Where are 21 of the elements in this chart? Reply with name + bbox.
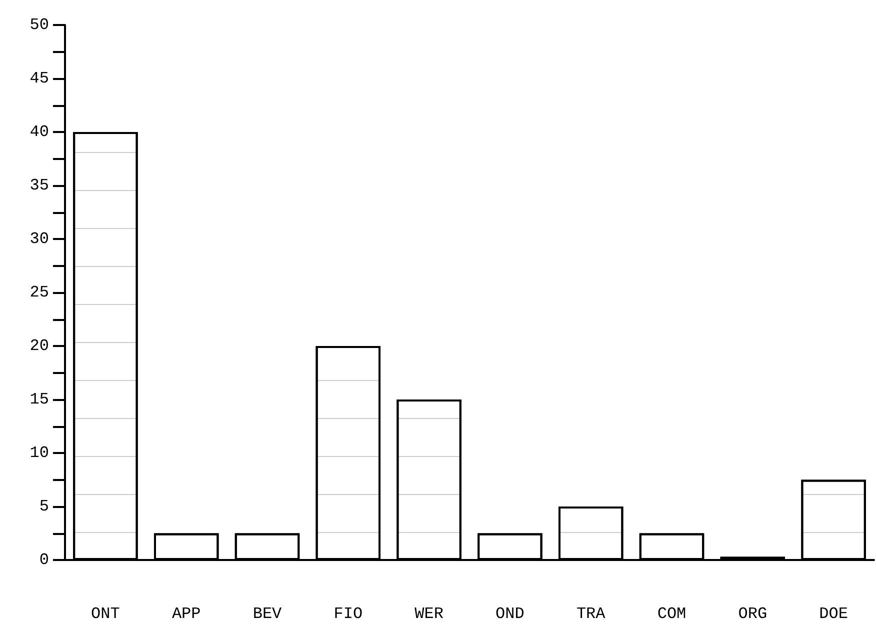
y-tick-label: 0 [39,551,49,569]
x-tick-label: APP [172,605,201,623]
x-tick-label: FIO [334,605,363,623]
x-tick-label: COM [657,605,686,623]
y-tick-label: 5 [39,498,49,516]
y-tick-label: 40 [30,123,49,141]
x-tick-label: DOE [819,605,848,623]
x-tick-label: OND [496,605,524,623]
y-tick-label: 35 [30,176,49,194]
y-tick-label: 10 [30,444,49,462]
x-tick-label: ORG [738,605,768,623]
y-tick-label: 15 [30,390,49,408]
y-tick-label: 20 [30,337,49,355]
y-tick-label: 25 [30,284,49,302]
x-tick-label: BEV [252,605,282,623]
x-tick-label: ONT [91,605,120,623]
y-tick-label: 30 [30,230,49,248]
y-tick-label: 45 [30,70,49,88]
x-tick-label: WER [414,605,444,623]
x-tick-label: TRA [576,605,606,623]
y-tick-label: 50 [30,16,49,34]
